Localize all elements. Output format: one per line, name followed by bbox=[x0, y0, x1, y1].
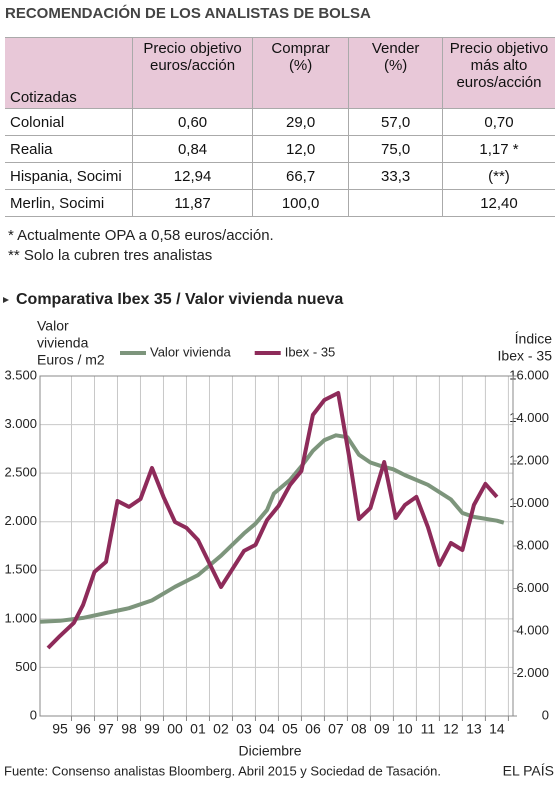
cell: 1,17 * bbox=[441, 135, 555, 163]
x-axis-label: Diciembre bbox=[238, 743, 301, 759]
y-axis-label: Valor bbox=[37, 318, 69, 334]
x-tick-label: 95 bbox=[52, 721, 68, 737]
x-tick-label: 10 bbox=[397, 721, 413, 737]
x-tick-label: 12 bbox=[443, 721, 459, 737]
cell: Colonial bbox=[5, 108, 134, 136]
cell: 0,84 bbox=[132, 135, 253, 163]
y-axis-label: Euros / m2 bbox=[37, 352, 105, 368]
x-tick-label: 08 bbox=[351, 721, 367, 737]
y-tick-label: 1.000 bbox=[4, 610, 37, 625]
y2-tick-label: 14.000 bbox=[509, 410, 549, 425]
y-tick-label: 0 bbox=[30, 707, 37, 722]
y-tick-label: 3.500 bbox=[4, 367, 37, 382]
x-tick-label: 00 bbox=[167, 721, 183, 737]
column-header: Cotizadas bbox=[5, 37, 134, 109]
y-axis-label: vivienda bbox=[37, 335, 89, 351]
cell: Realia bbox=[5, 135, 134, 163]
column-header: Precio objetivo más alto euros/acción bbox=[441, 37, 555, 109]
x-tick-label: 98 bbox=[121, 721, 137, 737]
x-tick-label: 99 bbox=[144, 721, 160, 737]
x-tick-label: 04 bbox=[259, 721, 275, 737]
cell: 0,70 bbox=[441, 108, 555, 136]
y2-tick-label: 2.000 bbox=[516, 665, 549, 680]
x-tick-label: 05 bbox=[282, 721, 298, 737]
y2-tick-label: 0 bbox=[542, 707, 549, 722]
column-header: Comprar (%) bbox=[251, 37, 350, 109]
cell: Merlin, Socimi bbox=[5, 189, 134, 217]
cell: 100,0 bbox=[251, 189, 350, 217]
cell: 0,60 bbox=[132, 108, 253, 136]
x-tick-label: 07 bbox=[328, 721, 344, 737]
cell: 12,0 bbox=[251, 135, 350, 163]
source: Fuente: Consenso analistas Bloomberg. Ab… bbox=[4, 763, 441, 778]
y2-axis-label: Índice bbox=[515, 331, 553, 347]
y-tick-label: 2.000 bbox=[4, 513, 37, 528]
table: Cotizadas Precio objetivo euros/acción Com… bbox=[5, 37, 555, 217]
cell: 33,3 bbox=[348, 162, 443, 190]
chart-title: Comparativa Ibex 35 / Valor vivienda nue… bbox=[16, 291, 343, 308]
y-tick-label: 1.500 bbox=[4, 562, 37, 577]
cell: 57,0 bbox=[348, 108, 443, 136]
footnote: ** Solo la cubren tres analistas bbox=[8, 247, 213, 264]
plot-frame bbox=[39, 375, 514, 717]
y2-tick-label: 8.000 bbox=[516, 537, 549, 552]
legend-label: Ibex - 35 bbox=[285, 344, 336, 359]
cell: (**) bbox=[441, 162, 555, 190]
y-tick-label: 2.500 bbox=[4, 465, 37, 480]
cell: 12,40 bbox=[441, 189, 555, 217]
bullet bbox=[3, 297, 9, 303]
y2-tick-label: 10.000 bbox=[509, 495, 549, 510]
x-tick-label: 14 bbox=[489, 721, 505, 737]
footnote: * Actualmente OPA a 0,58 euros/acción. bbox=[8, 227, 274, 244]
y2-axis-label: Ibex - 35 bbox=[498, 348, 553, 364]
cell: 29,0 bbox=[251, 108, 350, 136]
line bbox=[46, 391, 499, 650]
x-tick-label: 11 bbox=[421, 721, 436, 737]
line bbox=[39, 433, 505, 624]
y2-tick-label: 4.000 bbox=[516, 622, 549, 637]
cell: 12,94 bbox=[132, 162, 253, 190]
y2-tick-label: 16.000 bbox=[509, 367, 549, 382]
y2-tick-label: 6.000 bbox=[516, 580, 549, 595]
column-header: Precio objetivo euros/acción bbox=[132, 37, 253, 109]
cell: 11,87 bbox=[132, 189, 253, 217]
x-tick-label: 01 bbox=[190, 721, 206, 737]
x-tick-label: 02 bbox=[213, 721, 229, 737]
cell: Hispania, Socimi bbox=[5, 162, 134, 190]
cell: 66,7 bbox=[251, 162, 350, 190]
legend-label: Valor vivienda bbox=[150, 344, 231, 359]
brand: EL PAÍS bbox=[503, 763, 554, 779]
x-tick-label: 13 bbox=[466, 721, 482, 737]
cell bbox=[348, 189, 443, 217]
x-tick-label: 03 bbox=[236, 721, 252, 737]
x-tick-label: 06 bbox=[305, 721, 321, 737]
y2-tick-label: 12.000 bbox=[509, 452, 549, 467]
y-tick-label: 500 bbox=[15, 659, 37, 674]
x-tick-label: 96 bbox=[75, 721, 91, 737]
x-tick-label: 09 bbox=[374, 721, 390, 737]
table-title: RECOMENDACIÓN DE LOS ANALISTAS DE BOLSA bbox=[5, 5, 371, 22]
column-header: Vender (%) bbox=[348, 37, 443, 109]
y-tick-label: 3.000 bbox=[4, 416, 37, 431]
cell: 75,0 bbox=[348, 135, 443, 163]
x-tick-label: 97 bbox=[98, 721, 114, 737]
